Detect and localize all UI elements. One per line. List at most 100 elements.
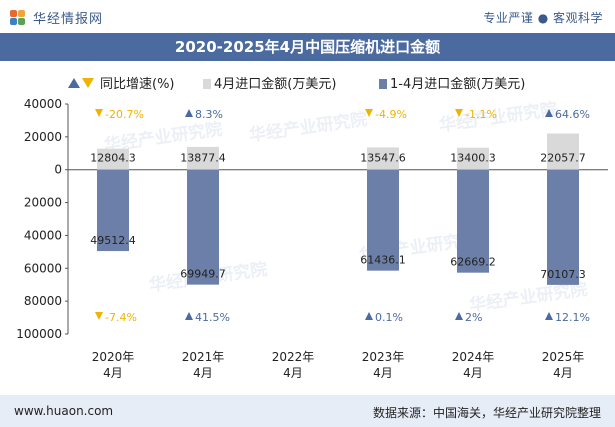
- y-tick-label: 20000: [24, 130, 62, 144]
- april-bar: [457, 147, 489, 170]
- x-tick-label-year: 2021年: [182, 350, 225, 364]
- cumulative-bar: [97, 169, 129, 252]
- y-tick-label: 80000: [24, 294, 62, 308]
- april-bar: [547, 133, 579, 170]
- x-tick-label: 2024年 4月: [452, 350, 495, 380]
- x-tick-label-month: 4月: [553, 366, 573, 380]
- cumulative-bar: [457, 169, 489, 273]
- x-tick-label-year: 2020年: [92, 350, 135, 364]
- growth-label: -1.1%: [455, 108, 497, 121]
- y-tick-label: 60000: [24, 261, 62, 275]
- chart: 华经产业研究院华经产业研究院华经产业研究院华经产业研究院华经产业研究院华经产业研…: [16, 76, 608, 380]
- growth-label: 2%: [455, 311, 482, 324]
- growth-value: 2%: [465, 311, 482, 324]
- legend-april: 4月进口金额(万美元): [203, 76, 336, 92]
- tagline: 专业严谨 ● 客观科学: [483, 11, 603, 25]
- up-triangle-icon: [545, 109, 553, 117]
- y-axis: 40000 20000 0 20000 40000 60000 80000 100000: [16, 97, 608, 341]
- april-value-label: 22057.7: [540, 152, 586, 165]
- cumulative-value-label: 61436.1: [360, 254, 406, 267]
- chart-title: 2020-2025年4月中国压缩机进口金额: [0, 33, 615, 61]
- growth-label: -20.7%: [95, 108, 144, 121]
- footer-source: 数据来源：中国海关，华经产业研究院整理: [372, 406, 601, 420]
- up-triangle-icon: [185, 312, 193, 320]
- cumulative-value-label: 62669.2: [450, 256, 496, 269]
- growth-label: 64.6%: [545, 108, 590, 121]
- legend-yoy-label: 同比增速(%): [100, 77, 175, 92]
- x-tick-label-year: 2022年: [272, 350, 315, 364]
- watermark-text: 华经产业研究院: [438, 99, 559, 136]
- april-value-label: 12804.3: [90, 152, 136, 165]
- growth-value: 0.1%: [375, 311, 403, 324]
- growth-value: -7.4%: [105, 311, 137, 324]
- legend-yoy: 同比增速(%): [68, 77, 175, 92]
- watermark-layer: 华经产业研究院华经产业研究院华经产业研究院华经产业研究院华经产业研究院华经产业研…: [103, 99, 589, 316]
- april-value-label: 13547.6: [360, 152, 406, 165]
- growth-label: 0.1%: [365, 311, 403, 324]
- x-tick-label: 2021年 4月: [182, 350, 225, 380]
- x-tick-label: 2023年 4月: [362, 350, 405, 380]
- cumulative-bar: [367, 169, 399, 271]
- data-labels: 12804.3 49512.4 -20.7% -7.4% 13877.4 69949.7 8…: [90, 108, 590, 324]
- legend: 同比增速(%) 4月进口金额(万美元) 1-4月进口金额(万美元): [68, 76, 525, 92]
- x-axis-labels: 2020年4月2021年4月2022年4月2023年4月2024年4月2025年…: [92, 350, 585, 380]
- logo: 华经情报网: [10, 8, 103, 27]
- y-tick-label: 0: [54, 163, 62, 177]
- april-value-label: 13400.3: [450, 152, 496, 165]
- growth-value: -1.1%: [465, 108, 497, 121]
- growth-value: -4.9%: [375, 108, 407, 121]
- growth-value: 8.3%: [195, 108, 223, 121]
- x-tick-label-year: 2023年: [362, 350, 405, 364]
- growth-label: -7.4%: [95, 311, 137, 324]
- growth-label: 12.1%: [545, 311, 590, 324]
- x-tick-label-month: 4月: [463, 366, 483, 380]
- april-bar: [367, 147, 399, 170]
- cumulative-value-label: 70107.3: [540, 268, 586, 281]
- x-tick-label: 2020年 4月: [92, 350, 135, 380]
- april-value-label: 13877.4: [180, 152, 226, 165]
- growth-label: 41.5%: [185, 311, 230, 324]
- growth-label: -4.9%: [365, 108, 407, 121]
- x-tick-label-month: 4月: [283, 366, 303, 380]
- y-tick-label: 40000: [24, 228, 62, 242]
- down-triangle-icon: [82, 78, 94, 88]
- x-tick-label: 2025年 4月: [542, 350, 585, 380]
- watermark-text: 华经产业研究院: [248, 109, 369, 146]
- y-tick-label: 20000: [24, 196, 62, 210]
- y-tick-label: 40000: [24, 97, 62, 111]
- cumulative-bar: [547, 169, 579, 285]
- down-triangle-icon: [455, 109, 463, 117]
- legend-cumulative-swatch: [379, 79, 387, 89]
- y-tick-label: 100000: [16, 327, 62, 341]
- down-triangle-icon: [365, 109, 373, 117]
- x-tick-label-month: 4月: [373, 366, 393, 380]
- bars: [97, 133, 579, 285]
- growth-label: 8.3%: [185, 108, 223, 121]
- down-triangle-icon: [95, 312, 103, 320]
- footer: www.huaon.com 数据来源：中国海关，华经产业研究院整理: [0, 395, 615, 427]
- april-bar: [97, 148, 129, 170]
- growth-value: -20.7%: [105, 108, 144, 121]
- growth-value: 41.5%: [195, 311, 230, 324]
- growth-value: 64.6%: [555, 108, 590, 121]
- cumulative-value-label: 69949.7: [180, 268, 226, 281]
- growth-value: 12.1%: [555, 311, 590, 324]
- up-triangle-icon: [185, 109, 193, 117]
- logo-icon: [10, 9, 26, 26]
- logo-text: 华经情报网: [33, 12, 104, 27]
- down-triangle-icon: [95, 109, 103, 117]
- up-triangle-icon: [365, 312, 373, 320]
- x-tick-label-year: 2025年: [542, 350, 585, 364]
- legend-cumulative-label: 1-4月进口金额(万美元): [390, 76, 525, 92]
- top-bar: 华经情报网 专业严谨 ● 客观科学: [0, 0, 615, 33]
- up-triangle-icon: [68, 78, 80, 88]
- legend-april-label: 4月进口金额(万美元): [214, 76, 336, 92]
- cumulative-value-label: 49512.4: [90, 234, 136, 247]
- x-tick-label-year: 2024年: [452, 350, 495, 364]
- april-bar: [187, 146, 219, 170]
- legend-april-swatch: [203, 79, 211, 89]
- x-tick-label-month: 4月: [103, 366, 123, 380]
- footer-website: www.huaon.com: [14, 404, 114, 418]
- up-triangle-icon: [545, 312, 553, 320]
- x-tick-label-month: 4月: [193, 366, 213, 380]
